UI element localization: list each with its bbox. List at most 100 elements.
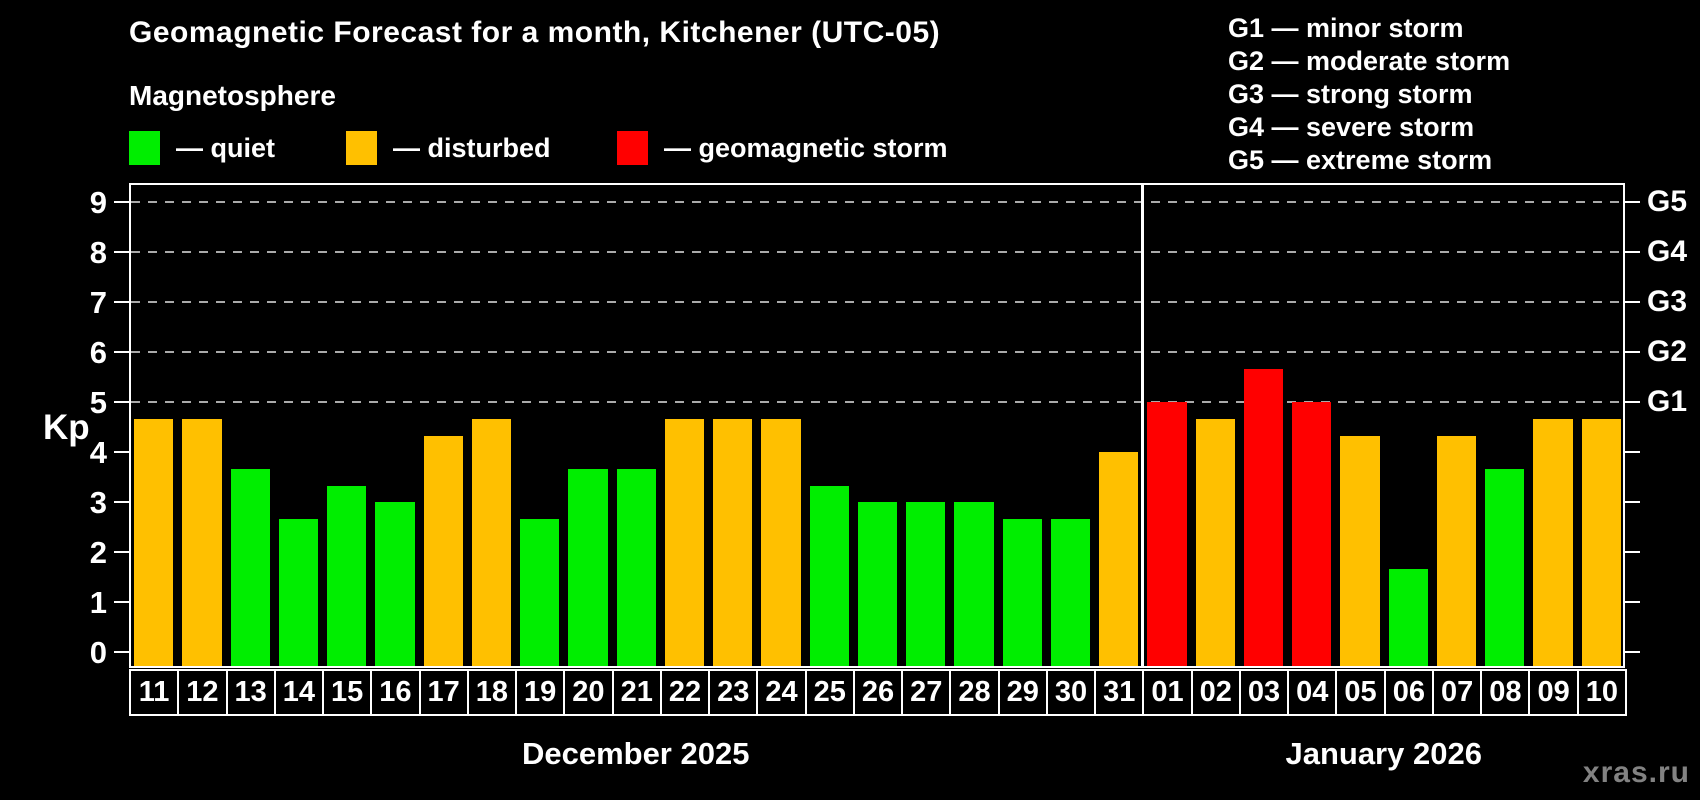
bar-day-15 — [327, 485, 367, 666]
y-tick-4 — [114, 451, 129, 453]
date-cell-15: 15 — [322, 669, 373, 716]
date-cell-27: 27 — [901, 669, 952, 716]
y-tick-2 — [114, 551, 129, 553]
gridline-kp7 — [131, 301, 1623, 303]
g-level-label-G2: G2 — [1647, 335, 1688, 368]
date-cell-14: 14 — [273, 669, 325, 716]
bar-day-18 — [471, 418, 512, 666]
date-cell-11: 11 — [129, 669, 180, 716]
month-label-december: December 2025 — [521, 736, 750, 771]
bar-day-22 — [664, 418, 705, 666]
bar-day-04 — [1292, 402, 1332, 666]
g-legend-line: G3 — strong storm — [1228, 79, 1473, 109]
y-tick-label-0: 0 — [89, 635, 107, 670]
bar-day-29 — [1002, 518, 1042, 666]
date-cell-17: 17 — [418, 669, 469, 716]
date-cell-02: 02 — [1190, 669, 1241, 716]
right-tick-2 — [1625, 551, 1640, 553]
g-level-label-G4: G4 — [1647, 235, 1688, 268]
date-cell-28: 28 — [949, 669, 1000, 716]
bar-day-23 — [713, 418, 753, 666]
g-level-label-G5: G5 — [1647, 185, 1688, 218]
g-legend-line: G5 — extreme storm — [1228, 145, 1493, 175]
bar-day-09 — [1533, 418, 1573, 666]
date-cell-31: 31 — [1094, 669, 1145, 716]
legend-item-disturbed: — disturbed — [346, 131, 551, 165]
bar-day-31 — [1099, 452, 1139, 666]
bar-day-26 — [857, 502, 898, 666]
date-cell-03: 03 — [1238, 669, 1290, 716]
gridline-kp9 — [131, 201, 1623, 203]
disturbed-color-swatch — [346, 131, 377, 165]
date-cell-24: 24 — [756, 669, 807, 716]
date-cell-06: 06 — [1383, 669, 1434, 716]
date-cell-23: 23 — [708, 669, 759, 716]
date-cell-25: 25 — [804, 669, 855, 716]
y-tick-label-2: 2 — [89, 535, 107, 570]
page-title: Geomagnetic Forecast for a month, Kitche… — [129, 16, 941, 49]
bar-day-28 — [954, 502, 994, 666]
bar-day-03 — [1243, 368, 1284, 666]
y-tick-9 — [114, 201, 129, 203]
gridline-kp5 — [131, 401, 1623, 403]
y-tick-label-5: 5 — [89, 385, 107, 420]
y-tick-0 — [114, 651, 129, 653]
bar-day-07 — [1436, 435, 1477, 666]
bar-day-10 — [1581, 418, 1621, 666]
gridline-kp8 — [131, 251, 1623, 253]
date-cell-08: 08 — [1480, 669, 1531, 716]
date-cell-16: 16 — [370, 669, 421, 716]
y-tick-1 — [114, 601, 129, 603]
bar-day-11 — [134, 418, 174, 666]
y-tick-label-3: 3 — [89, 485, 107, 520]
bar-day-20 — [568, 468, 608, 666]
bar-day-27 — [906, 502, 946, 666]
date-cell-10: 10 — [1576, 669, 1627, 716]
y-tick-5 — [114, 401, 129, 403]
date-cell-26: 26 — [852, 669, 904, 716]
date-cell-09: 09 — [1528, 669, 1579, 716]
storm-color-swatch — [617, 131, 648, 165]
right-tick-7 — [1625, 301, 1640, 303]
date-cell-29: 29 — [997, 669, 1048, 716]
quiet-color-swatch — [129, 131, 160, 165]
date-cell-30: 30 — [1045, 669, 1097, 716]
right-tick-0 — [1625, 651, 1640, 653]
bar-day-05 — [1340, 435, 1380, 666]
date-cell-01: 01 — [1142, 669, 1193, 716]
right-tick-1 — [1625, 601, 1640, 603]
y-tick-label-9: 9 — [89, 185, 107, 220]
date-cell-20: 20 — [563, 669, 614, 716]
y-tick-label-6: 6 — [89, 335, 107, 370]
legend-item-label: — geomagnetic storm — [664, 132, 948, 163]
bar-day-12 — [182, 418, 222, 666]
date-cell-21: 21 — [611, 669, 662, 716]
date-cell-19: 19 — [515, 669, 566, 716]
y-tick-7 — [114, 301, 129, 303]
bar-day-01 — [1147, 402, 1187, 666]
date-cell-04: 04 — [1287, 669, 1338, 716]
legend-item-label: — quiet — [176, 132, 275, 163]
g-scale-legend: G1 — minor storm G2 — moderate storm G3 — … — [1228, 12, 1510, 177]
right-tick-6 — [1625, 351, 1640, 353]
chart-subtitle: Magnetosphere — [129, 80, 336, 111]
date-cell-22: 22 — [659, 669, 711, 716]
kp-axis-label: Kp — [43, 408, 90, 447]
date-cell-12: 12 — [177, 669, 228, 716]
month-separator-line — [1141, 183, 1145, 668]
month-label-january: January 2026 — [1285, 736, 1482, 771]
bar-day-16 — [375, 502, 415, 666]
y-tick-6 — [114, 351, 129, 353]
bar-day-30 — [1050, 518, 1091, 666]
bar-day-02 — [1195, 418, 1235, 666]
date-cell-07: 07 — [1431, 669, 1483, 716]
date-cell-18: 18 — [466, 669, 518, 716]
bar-day-25 — [809, 485, 849, 666]
bar-day-19 — [520, 518, 560, 666]
right-tick-4 — [1625, 451, 1640, 453]
y-tick-label-4: 4 — [89, 435, 107, 470]
g-level-label-G3: G3 — [1647, 285, 1688, 318]
date-cell-13: 13 — [225, 669, 276, 716]
bar-day-17 — [423, 435, 463, 666]
bar-day-24 — [761, 418, 801, 666]
